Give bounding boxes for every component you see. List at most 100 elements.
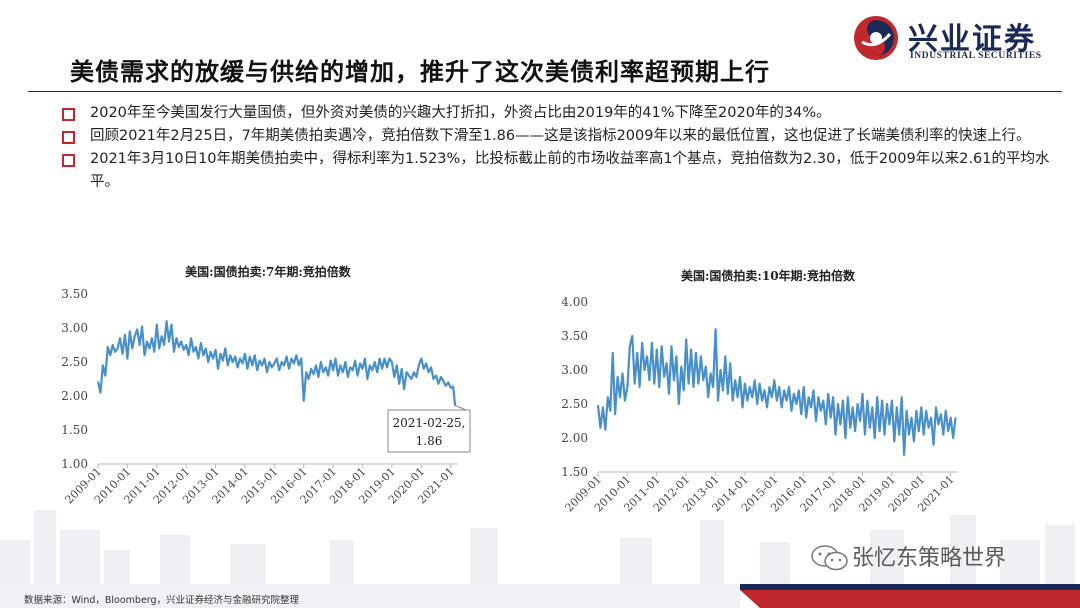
data-point — [913, 440, 915, 442]
data-point — [268, 361, 270, 363]
data-point — [705, 366, 707, 368]
data-point — [212, 358, 214, 360]
data-point — [134, 335, 136, 337]
data-point — [334, 358, 337, 360]
data-point — [834, 434, 837, 436]
data-point — [151, 337, 153, 339]
bullet-square-icon — [62, 108, 75, 121]
data-point — [859, 420, 861, 422]
data-point — [756, 403, 758, 405]
data-point — [109, 354, 111, 356]
data-point — [815, 420, 817, 422]
data-point — [675, 355, 677, 357]
data-point — [312, 373, 315, 375]
data-point — [376, 371, 378, 373]
data-point — [888, 423, 890, 425]
data-point — [950, 417, 952, 419]
data-point — [906, 410, 908, 412]
y-tick-label: 3.50 — [61, 287, 88, 301]
data-point — [435, 375, 437, 377]
data-point — [361, 368, 364, 370]
data-point — [781, 406, 783, 408]
data-point — [129, 330, 131, 332]
data-point — [342, 371, 344, 373]
data-point — [447, 381, 449, 383]
data-point — [327, 375, 329, 377]
y-tick-label: 3.50 — [561, 329, 588, 343]
data-point — [234, 356, 236, 358]
data-point — [143, 354, 146, 356]
data-point — [180, 341, 182, 343]
y-tick-label: 4.00 — [561, 295, 588, 309]
data-point — [683, 389, 685, 391]
data-point — [729, 362, 731, 364]
data-point — [266, 371, 268, 373]
data-point — [670, 345, 673, 347]
data-point — [707, 396, 709, 398]
data-point — [817, 396, 819, 398]
data-point — [344, 361, 346, 363]
data-point — [278, 369, 280, 371]
data-point — [695, 352, 697, 354]
data-point — [347, 376, 349, 378]
data-point — [227, 364, 229, 366]
data-point — [685, 338, 687, 340]
data-point — [609, 410, 611, 412]
y-tick-label: 2.00 — [561, 431, 588, 445]
data-point — [778, 386, 780, 388]
annotation-value: 1.86 — [416, 434, 443, 448]
data-point — [697, 383, 699, 385]
data-point — [827, 393, 829, 395]
data-point — [249, 356, 251, 358]
data-point — [173, 351, 175, 353]
data-point — [849, 427, 851, 429]
data-point — [126, 358, 128, 360]
data-point — [793, 393, 795, 395]
data-point — [798, 389, 800, 391]
data-point — [317, 376, 319, 378]
data-point — [273, 362, 275, 364]
logo-name-cn: 兴业证券 — [908, 22, 1036, 57]
data-point — [908, 434, 910, 436]
data-point — [136, 328, 138, 330]
data-point — [727, 393, 729, 395]
data-point — [271, 366, 273, 368]
data-point — [812, 389, 815, 391]
data-point — [188, 354, 190, 356]
data-point — [614, 413, 616, 415]
data-point — [391, 361, 393, 363]
data-point — [634, 383, 636, 385]
data-point — [442, 380, 444, 382]
data-point — [773, 379, 775, 381]
data-point — [719, 369, 722, 371]
data-point — [215, 349, 217, 351]
data-point — [761, 400, 763, 402]
data-point — [751, 396, 753, 398]
bullet-square-icon — [62, 154, 75, 167]
data-point — [749, 386, 751, 388]
wechat-icon — [811, 545, 848, 571]
y-tick-label: 1.50 — [61, 423, 88, 437]
data-point — [102, 364, 104, 366]
data-point — [766, 406, 768, 408]
data-point — [158, 347, 160, 349]
chart-10yr-svg: 美国:国债拍卖:10年期:竞拍倍数 4.00 3.50 3.00 2.50 2.00 1.5… — [561, 268, 958, 514]
data-point — [896, 406, 898, 408]
data-point — [715, 328, 717, 330]
data-point — [656, 349, 658, 351]
data-point — [822, 400, 824, 402]
data-point — [298, 364, 300, 366]
data-point — [107, 346, 109, 348]
data-point — [352, 369, 354, 371]
data-point — [857, 403, 859, 405]
data-point — [371, 369, 373, 371]
data-point — [124, 334, 126, 336]
data-point — [837, 403, 839, 405]
data-point — [673, 379, 675, 381]
data-point — [869, 427, 871, 429]
data-point — [788, 386, 790, 388]
data-point — [653, 383, 655, 385]
chart-7yr-bid-to-cover: 美国:国债拍卖:7年期:竞拍倍数 3.50 3.00 2.50 2.00 1.50 1.00… — [40, 258, 480, 528]
data-point — [935, 406, 937, 408]
data-point — [901, 396, 903, 398]
